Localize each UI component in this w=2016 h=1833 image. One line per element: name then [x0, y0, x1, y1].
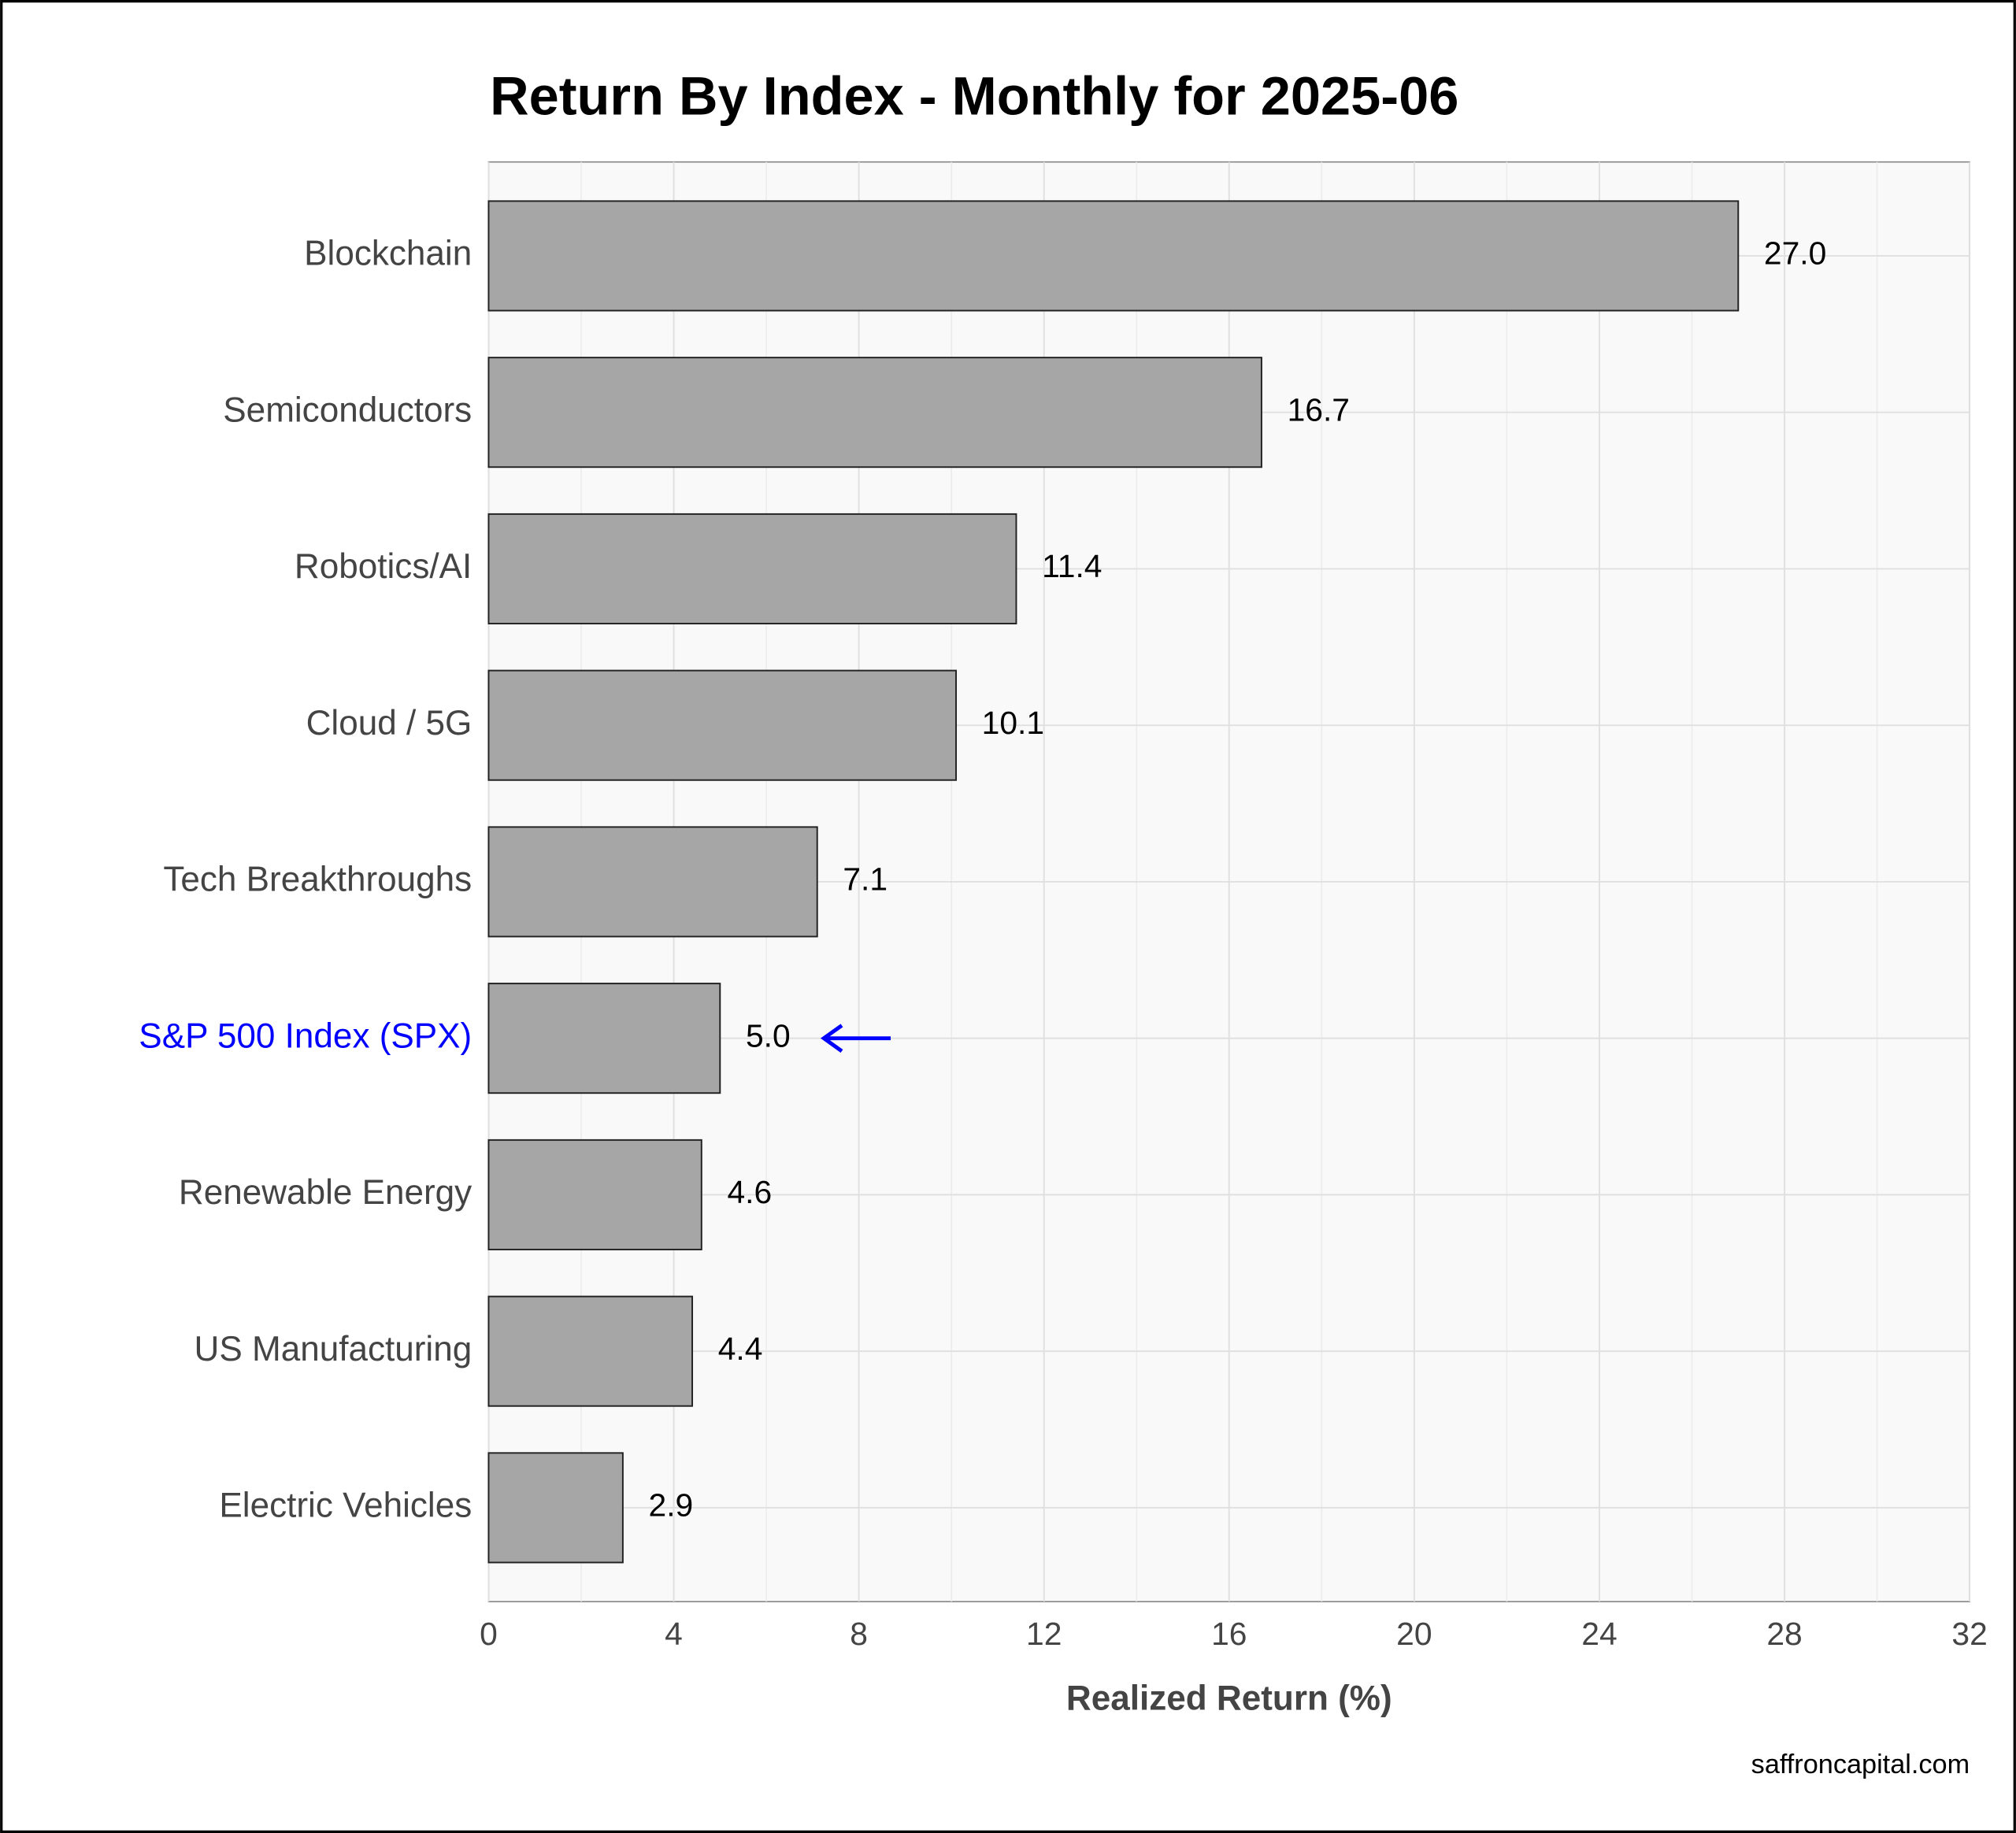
x-tick-label: 24 — [1581, 1616, 1617, 1652]
y-tick-label: US Manufacturing — [195, 1330, 472, 1368]
bar — [487, 1452, 624, 1564]
y-tick-label: Tech Breakthroughs — [163, 861, 472, 899]
chart-title: Return By Index - Monthly for 2025-06 — [490, 65, 1458, 126]
value-label: 2.9 — [649, 1487, 694, 1524]
bar — [487, 1139, 702, 1250]
x-tick-label: 32 — [1951, 1616, 1987, 1652]
value-label: 4.4 — [718, 1331, 763, 1367]
y-tick-label: Blockchain — [304, 235, 472, 273]
value-label: 16.7 — [1288, 391, 1350, 428]
bar — [487, 983, 721, 1094]
value-label: 5.0 — [746, 1017, 791, 1054]
bar — [487, 200, 1740, 312]
value-label: 4.6 — [727, 1174, 772, 1210]
y-tick-label: S&P 500 Index (SPX) — [139, 1016, 472, 1055]
x-tick-label: 28 — [1766, 1616, 1802, 1652]
y-tick-label: Renewable Energy — [179, 1173, 472, 1212]
bar — [487, 513, 1017, 624]
x-tick-label: 0 — [480, 1616, 498, 1652]
x-tick-label: 8 — [850, 1616, 868, 1652]
value-label: 11.4 — [1042, 548, 1102, 584]
x-tick-label: 16 — [1211, 1616, 1247, 1652]
x-tick-label: 12 — [1026, 1616, 1062, 1652]
bar — [487, 357, 1262, 468]
bar — [487, 669, 958, 781]
x-axis-label: Realized Return (%) — [1066, 1679, 1392, 1717]
caption: saffroncapital.com — [1751, 1750, 1970, 1779]
value-label: 10.1 — [982, 705, 1044, 741]
x-tick-label: 4 — [665, 1616, 683, 1652]
y-tick-label: Electric Vehicles — [219, 1487, 472, 1525]
value-label: 27.0 — [1764, 235, 1826, 272]
highlight-arrow — [820, 1024, 891, 1053]
value-label: 7.1 — [843, 861, 888, 898]
y-tick-label: Robotics/AI — [295, 547, 472, 586]
y-tick-label: Semiconductors — [223, 391, 472, 429]
bar — [487, 1295, 694, 1407]
bar — [487, 826, 818, 938]
y-tick-label: Cloud / 5G — [306, 704, 472, 742]
x-tick-label: 20 — [1396, 1616, 1432, 1652]
